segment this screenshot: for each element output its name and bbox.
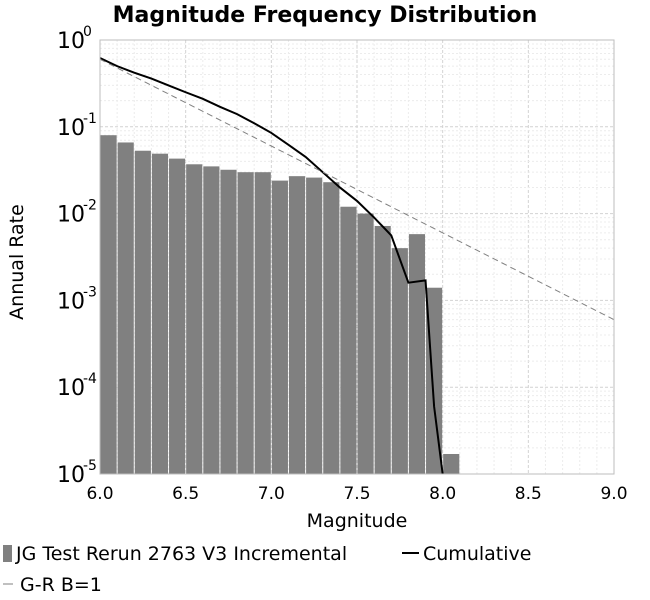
chart-title: Magnitude Frequency Distribution xyxy=(113,3,538,28)
incremental-bar xyxy=(169,158,186,475)
y-tick-base: 10 xyxy=(57,203,85,228)
x-tick-label: 6.0 xyxy=(86,484,113,504)
y-tick-exponent: 0 xyxy=(83,24,92,40)
x-tick-label: 7.5 xyxy=(343,484,370,504)
incremental-bar xyxy=(391,248,408,474)
x-axis-label: Magnitude xyxy=(307,510,408,532)
incremental-bar xyxy=(443,453,460,474)
y-axis-label: Annual Rate xyxy=(6,204,28,320)
x-tick-label: 7.0 xyxy=(258,484,285,504)
incremental-bar xyxy=(134,150,151,474)
x-tick-label: 8.0 xyxy=(429,484,456,504)
cumulative-line xyxy=(99,57,444,475)
y-tick-base: 10 xyxy=(57,376,85,401)
grid-layer xyxy=(99,40,615,475)
incremental-bar xyxy=(271,180,288,475)
incremental-bar xyxy=(220,169,237,474)
y-tick-base: 10 xyxy=(57,463,85,488)
legend-swatch-incremental xyxy=(3,545,12,562)
x-tick-labels: 6.0 6.5 7.0 7.5 8.0 8.5 9.0 xyxy=(86,484,627,504)
incremental-bar xyxy=(186,164,203,474)
incremental-bar xyxy=(306,177,323,474)
y-tick-exponent: -1 xyxy=(83,111,97,127)
y-tick-base: 10 xyxy=(57,29,85,54)
incremental-bar xyxy=(340,206,357,475)
legend: JG Test Rerun 2763 V3 Incremental Cumula… xyxy=(3,543,531,596)
incremental-bar xyxy=(151,153,169,474)
y-tick-exponent: -3 xyxy=(83,284,97,300)
incremental-bar xyxy=(117,142,134,474)
incremental-bar xyxy=(100,135,117,474)
x-tick-label: 8.5 xyxy=(515,484,542,504)
legend-label-cumulative: Cumulative xyxy=(423,543,531,565)
incremental-bar xyxy=(323,182,340,474)
incremental-bar xyxy=(203,166,220,475)
incremental-bar xyxy=(374,225,391,474)
lines-layer xyxy=(99,57,615,475)
gr-b1-line xyxy=(99,58,615,321)
plot-frame xyxy=(99,39,615,475)
y-tick-base: 10 xyxy=(57,116,85,141)
incremental-bar xyxy=(357,213,374,474)
legend-label-incremental: JG Test Rerun 2763 V3 Incremental xyxy=(15,543,347,565)
incremental-bar xyxy=(408,234,426,474)
incremental-bar xyxy=(254,172,271,474)
x-tick-label: 9.0 xyxy=(600,484,627,504)
legend-label-gr: G-R B=1 xyxy=(20,574,102,596)
y-tick-exponent: -4 xyxy=(83,371,97,387)
y-tick-base: 10 xyxy=(57,289,85,314)
y-tick-exponent: -5 xyxy=(83,458,97,474)
x-tick-label: 6.5 xyxy=(172,484,199,504)
incremental-bar xyxy=(237,172,254,474)
incremental-bar xyxy=(288,176,306,474)
y-tick-exponent: -2 xyxy=(83,198,97,214)
bars-layer xyxy=(100,135,460,475)
